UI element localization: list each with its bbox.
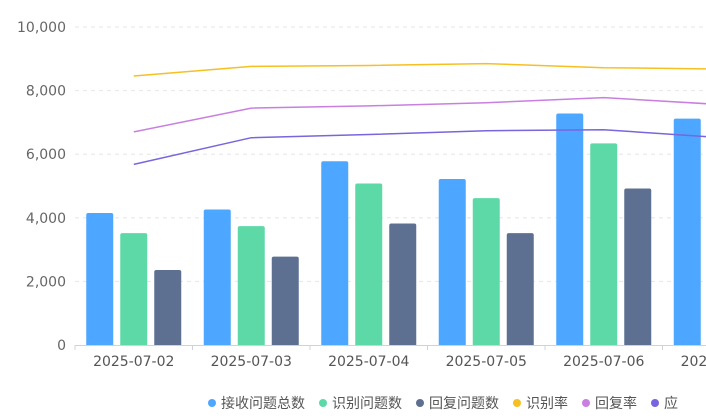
legend-item[interactable]: 回复问题数 [429,395,499,412]
x-tick-label: 2025-07-04 [328,354,409,370]
x-tick-label: 2025-07-07 [681,354,706,370]
legend-item[interactable]: 识别率 [526,395,568,412]
legend-marker [513,399,521,407]
y-tick-label: 10,000 [17,20,66,36]
bar[interactable] [321,161,349,345]
bar[interactable] [271,256,299,345]
bar[interactable] [86,213,114,345]
bar[interactable] [624,188,652,345]
bar[interactable] [556,113,584,345]
x-tick-label: 2025-07-06 [563,354,644,370]
bar[interactable] [237,226,265,345]
series-line[interactable] [133,96,706,133]
legend-item[interactable]: 接收问题总数 [221,395,305,412]
y-tick-label: 4,000 [26,211,66,227]
legend[interactable]: 接收问题总数 识别问题数 回复问题数 识别率 回复率 应 [208,395,678,412]
series-line[interactable] [133,62,706,77]
bar[interactable] [438,179,466,345]
bar[interactable] [506,233,534,345]
bar[interactable] [203,209,231,345]
legend-marker [582,399,590,407]
y-tick-label: 8,000 [26,84,66,100]
bar[interactable] [590,143,618,345]
legend-item[interactable]: 应 [664,395,678,412]
axis-layer: 0 2,000 4,000 6,000 8,000 10,000 2025-07-02 202… [17,20,706,370]
y-tick-label: 0 [57,338,66,354]
legend-marker [651,399,659,407]
legend-item[interactable]: 回复率 [595,395,637,412]
legend-marker [208,399,216,407]
legend-marker [319,399,327,407]
bar[interactable] [154,269,182,345]
bar[interactable] [120,233,148,345]
y-tick-label: 6,000 [26,147,66,163]
y-tick-label: 2,000 [26,274,66,290]
x-tick-label: 2025-07-02 [93,354,174,370]
bar[interactable] [673,118,701,345]
bar[interactable] [355,183,383,345]
series-line[interactable] [133,128,706,166]
x-tick-label: 2025-07-05 [446,354,527,370]
legend-marker [416,399,424,407]
lines-layer [133,62,706,166]
bars-layer [86,113,701,345]
bar[interactable] [389,223,417,345]
legend-item[interactable]: 识别问题数 [332,396,402,412]
x-tick-label: 2025-07-03 [211,354,292,370]
bar[interactable] [472,198,500,345]
